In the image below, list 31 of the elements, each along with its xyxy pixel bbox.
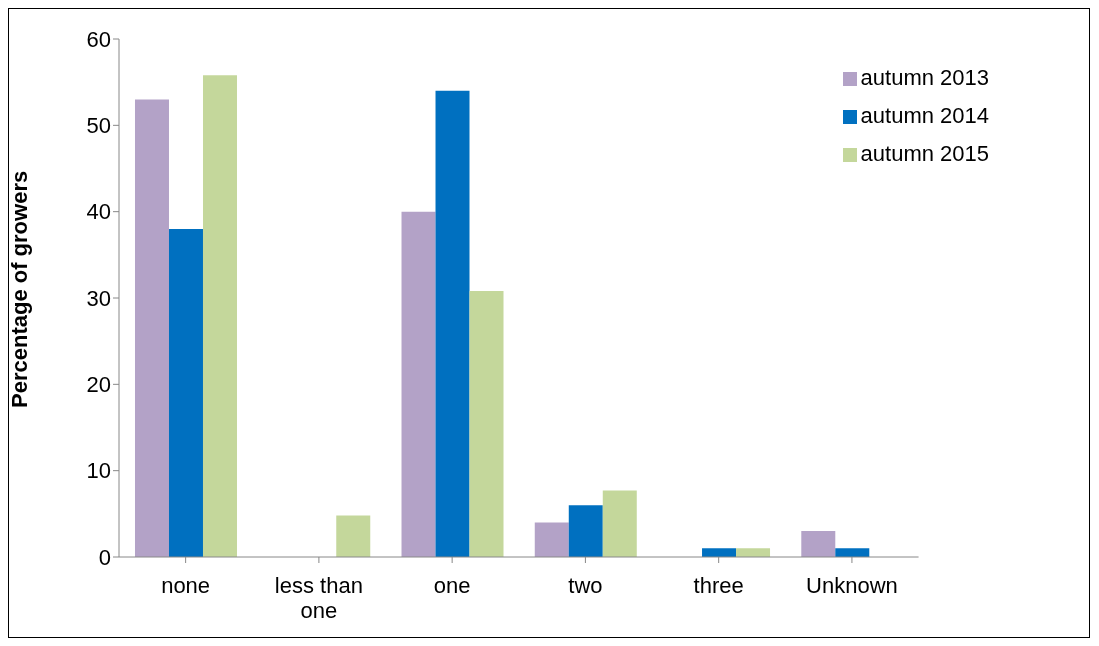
bar <box>835 548 870 557</box>
bar <box>736 548 771 557</box>
legend-label: autumn 2015 <box>860 141 989 166</box>
bar <box>568 505 603 557</box>
y-tick-label: 40 <box>86 199 111 225</box>
bar <box>469 291 504 557</box>
legend-label: autumn 2014 <box>860 103 989 128</box>
bar <box>435 90 470 557</box>
y-tick-label: 60 <box>86 26 111 52</box>
x-tick-label: Unknown <box>806 572 898 598</box>
y-tick-label: 0 <box>98 544 111 570</box>
x-tick-label: three <box>693 572 744 598</box>
bar <box>134 99 169 557</box>
y-tick-label: 30 <box>86 285 111 311</box>
x-tick-label: less than one <box>274 572 363 624</box>
bar <box>401 211 436 557</box>
y-tick-label: 10 <box>86 458 111 484</box>
bar <box>801 531 836 557</box>
x-tick-label: one <box>433 572 471 598</box>
bar <box>336 515 371 557</box>
y-tick-label: 20 <box>86 372 111 398</box>
y-axis-title: Percentage of growers <box>6 170 32 408</box>
bar <box>702 548 737 557</box>
x-tick-label: two <box>568 572 603 598</box>
bar <box>602 490 637 557</box>
legend-label: autumn 2013 <box>860 65 989 90</box>
x-tick-label: none <box>161 572 211 598</box>
y-tick-label: 50 <box>86 113 111 139</box>
bar <box>202 75 237 557</box>
bar <box>534 522 569 557</box>
bar <box>168 228 203 557</box>
